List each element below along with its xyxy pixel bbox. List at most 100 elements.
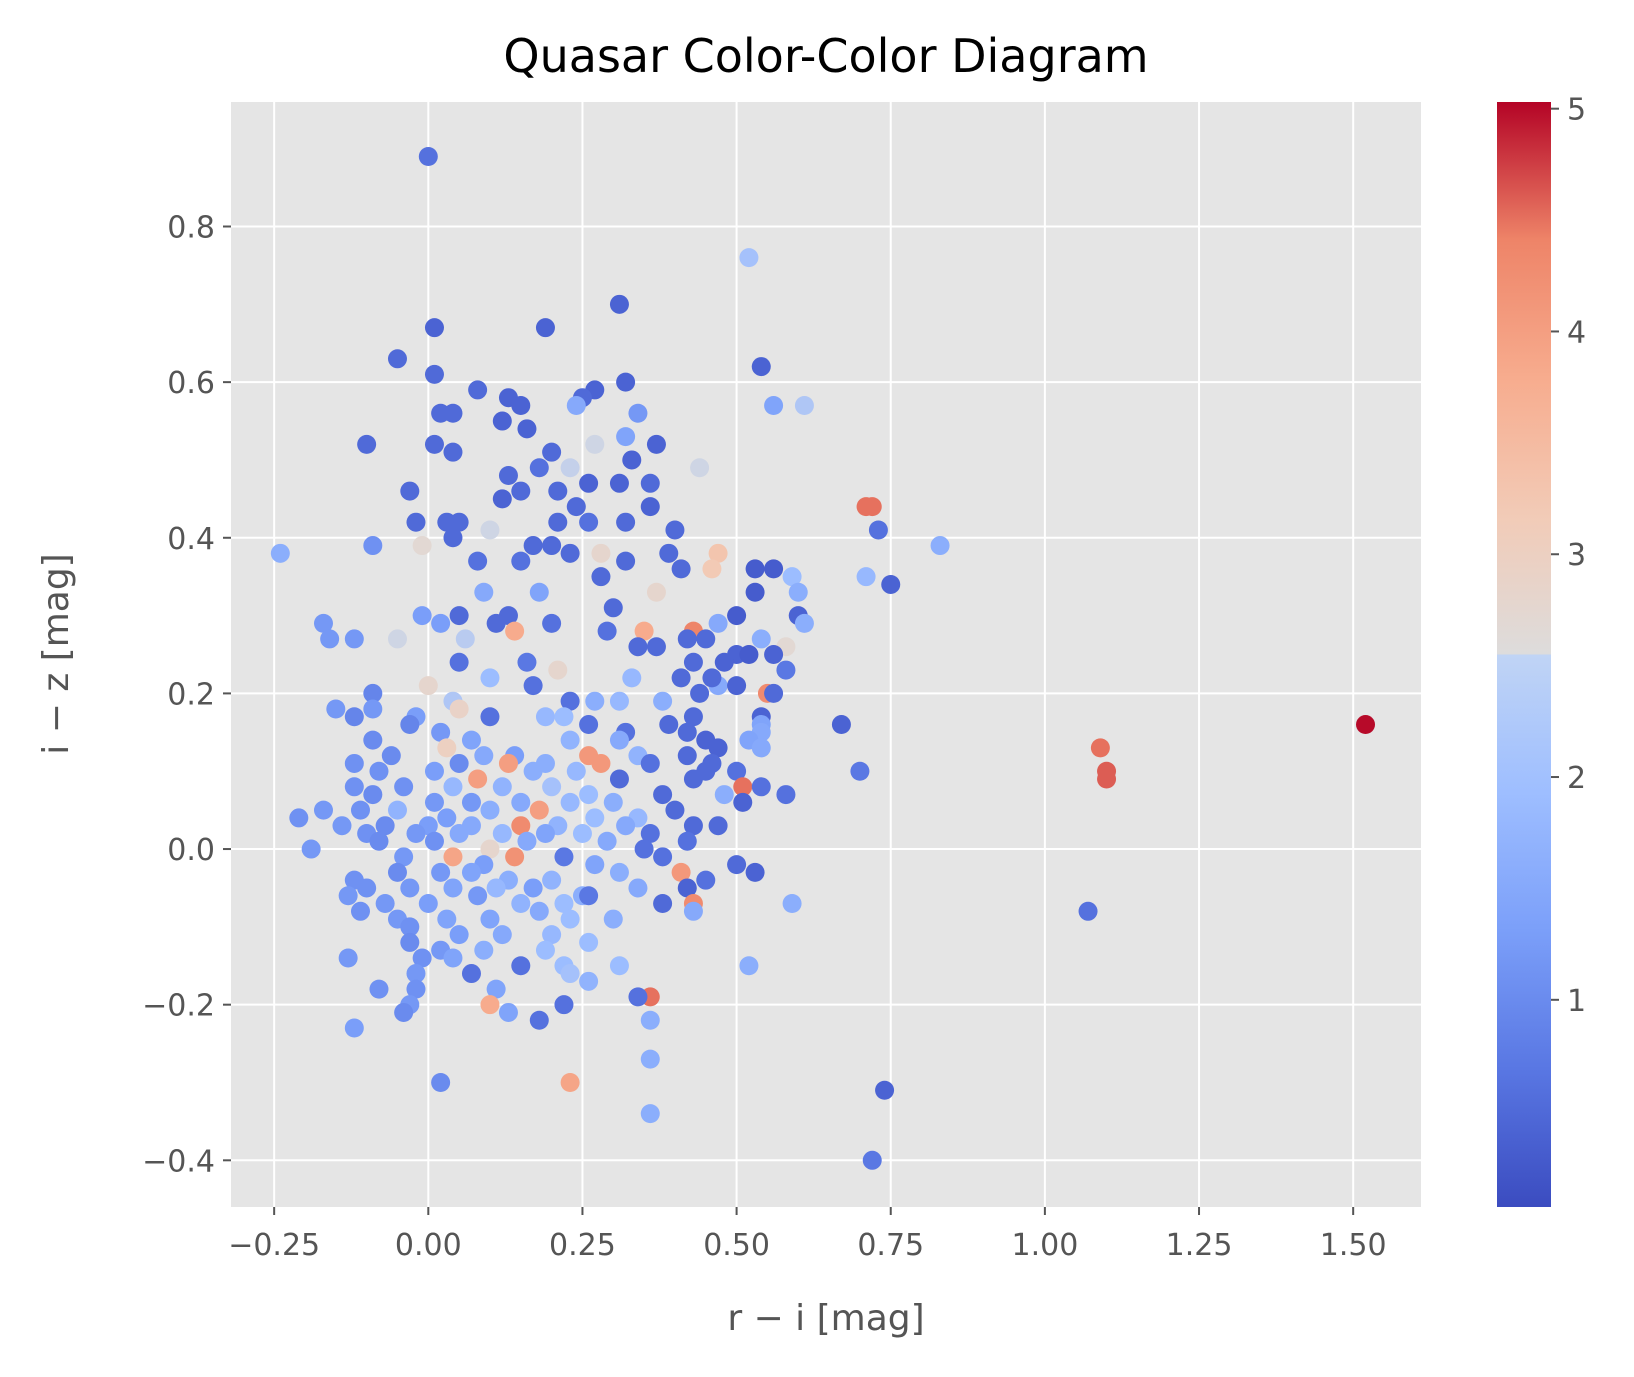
data-point — [406, 964, 426, 984]
data-point — [400, 917, 420, 937]
data-point — [850, 761, 870, 781]
data-point — [862, 497, 882, 517]
data-point — [714, 652, 734, 672]
data-point — [665, 800, 685, 820]
data-point — [418, 146, 438, 166]
colorbar-tick-label: 5 — [1567, 93, 1586, 128]
data-point — [480, 707, 500, 727]
data-point — [498, 466, 518, 486]
data-point — [505, 847, 525, 867]
data-point — [449, 925, 469, 945]
data-point — [609, 862, 629, 882]
data-point — [363, 699, 383, 719]
data-point — [776, 660, 796, 680]
data-point — [572, 823, 592, 843]
data-point — [344, 1018, 364, 1038]
data-point — [560, 730, 580, 750]
data-point — [381, 746, 401, 766]
data-point — [640, 1104, 660, 1124]
data-point — [443, 847, 463, 867]
data-point — [609, 294, 629, 314]
data-point — [831, 715, 851, 735]
data-point — [579, 932, 599, 952]
data-point — [671, 559, 691, 579]
data-point — [560, 543, 580, 563]
data-point — [480, 839, 500, 859]
data-point — [671, 862, 691, 882]
data-point — [369, 761, 389, 781]
data-point — [424, 434, 444, 454]
data-point — [363, 683, 383, 703]
data-point — [338, 886, 358, 906]
data-point — [751, 357, 771, 377]
data-point — [653, 847, 673, 867]
data-point — [332, 816, 352, 836]
data-point — [727, 606, 747, 626]
data-point — [542, 870, 562, 890]
data-point — [745, 559, 765, 579]
data-point — [677, 629, 697, 649]
data-point — [560, 909, 580, 929]
data-point — [517, 652, 537, 672]
data-point — [542, 442, 562, 462]
data-point — [745, 862, 765, 882]
data-point — [468, 769, 488, 789]
x-tick-label: 0.75 — [857, 1228, 924, 1263]
data-point — [579, 971, 599, 991]
data-point — [523, 536, 543, 556]
data-point — [1097, 769, 1117, 789]
x-tick-label: 0.00 — [395, 1228, 462, 1263]
data-point — [480, 800, 500, 820]
data-point — [468, 886, 488, 906]
data-point — [437, 738, 457, 758]
data-point — [727, 855, 747, 875]
y-tick-label: −0.4 — [142, 1144, 215, 1179]
data-point — [1090, 738, 1110, 758]
data-point — [764, 645, 784, 664]
data-point — [511, 551, 531, 571]
data-point — [665, 520, 685, 540]
data-point — [591, 753, 611, 773]
data-point — [702, 559, 722, 579]
data-point — [554, 707, 574, 727]
data-point — [474, 582, 494, 602]
data-point — [369, 979, 389, 999]
x-tick-label: 1.00 — [1011, 1228, 1078, 1263]
data-point — [529, 582, 549, 602]
data-point — [511, 816, 531, 836]
x-tick-label: 0.50 — [703, 1228, 770, 1263]
data-point — [486, 979, 506, 999]
data-point — [677, 878, 697, 898]
data-point — [344, 753, 364, 773]
data-point — [369, 831, 389, 851]
data-point — [443, 948, 463, 968]
data-point — [622, 450, 642, 470]
data-point — [443, 442, 463, 462]
data-point — [338, 948, 358, 968]
data-point — [708, 816, 728, 836]
data-point — [406, 979, 426, 999]
data-point — [554, 847, 574, 867]
data-point — [875, 1080, 895, 1100]
data-point — [449, 753, 469, 773]
data-point — [412, 948, 432, 968]
data-point — [616, 816, 636, 836]
data-point — [634, 839, 654, 859]
data-point — [400, 481, 420, 501]
data-point — [461, 964, 481, 984]
data-point — [394, 847, 414, 867]
data-point — [597, 831, 617, 851]
data-point — [566, 395, 586, 415]
x-tick-label: 1.50 — [1320, 1228, 1387, 1263]
data-point — [313, 613, 333, 633]
data-point — [511, 481, 531, 501]
data-point — [616, 512, 636, 532]
data-point — [535, 940, 555, 960]
data-point — [727, 761, 747, 781]
data-point — [443, 777, 463, 797]
data-point — [609, 730, 629, 750]
data-point — [856, 567, 876, 587]
data-point — [653, 691, 673, 711]
data-point — [566, 761, 586, 781]
